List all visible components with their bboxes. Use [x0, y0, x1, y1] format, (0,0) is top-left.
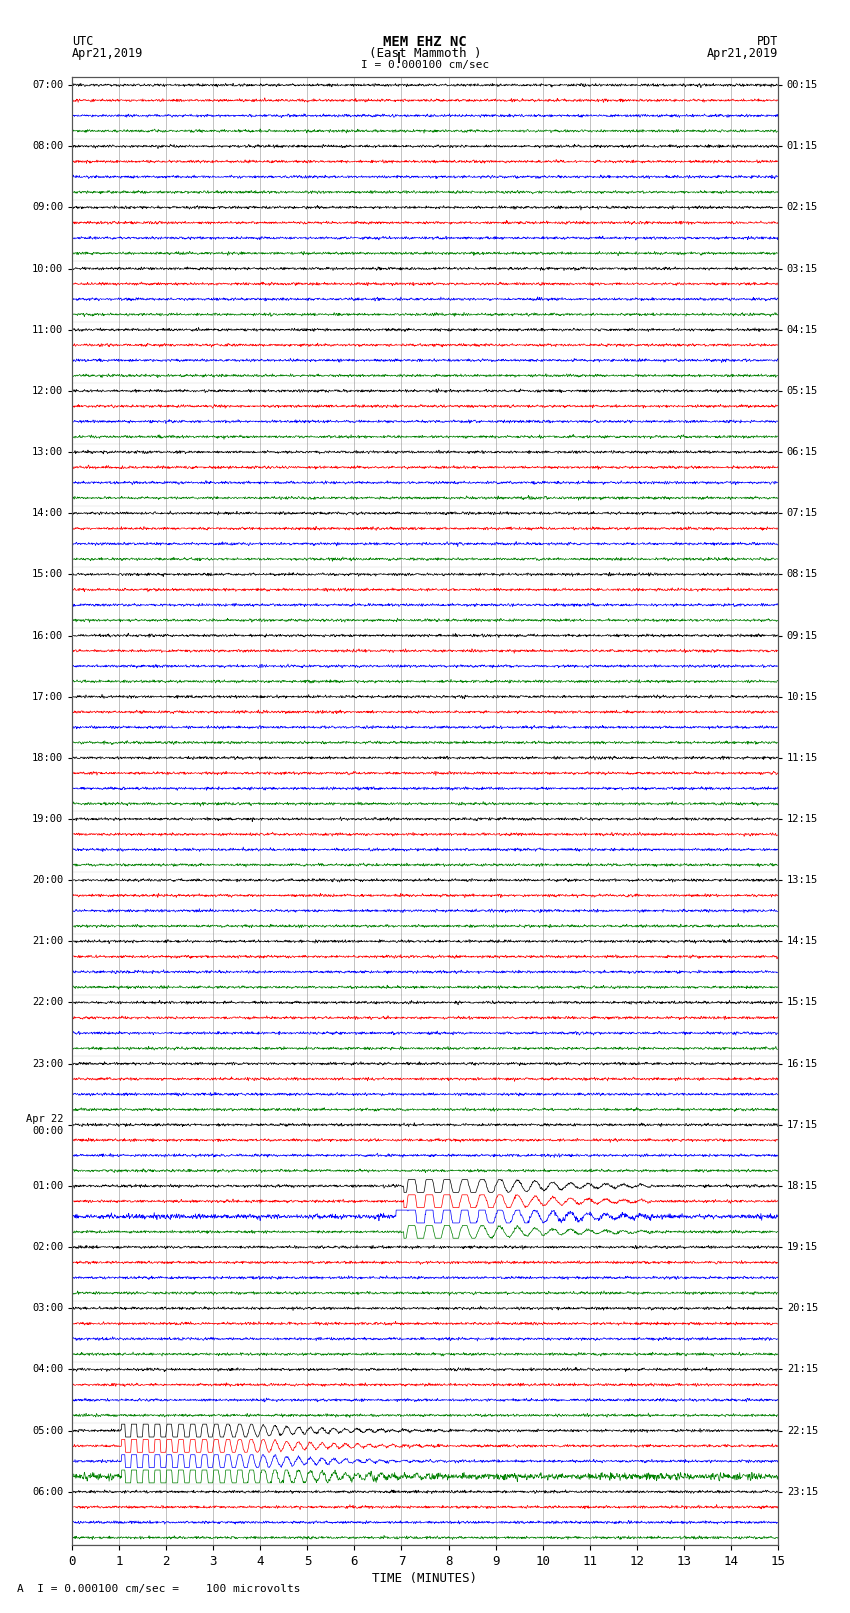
Text: PDT: PDT [756, 35, 778, 48]
Text: MEM EHZ NC: MEM EHZ NC [383, 35, 467, 50]
Text: UTC: UTC [72, 35, 94, 48]
Text: I = 0.000100 cm/sec: I = 0.000100 cm/sec [361, 60, 489, 69]
Text: (East Mammoth ): (East Mammoth ) [369, 47, 481, 60]
Text: Apr21,2019: Apr21,2019 [72, 47, 144, 60]
Text: Apr21,2019: Apr21,2019 [706, 47, 778, 60]
X-axis label: TIME (MINUTES): TIME (MINUTES) [372, 1573, 478, 1586]
Text: A  I = 0.000100 cm/sec =    100 microvolts: A I = 0.000100 cm/sec = 100 microvolts [17, 1584, 301, 1594]
